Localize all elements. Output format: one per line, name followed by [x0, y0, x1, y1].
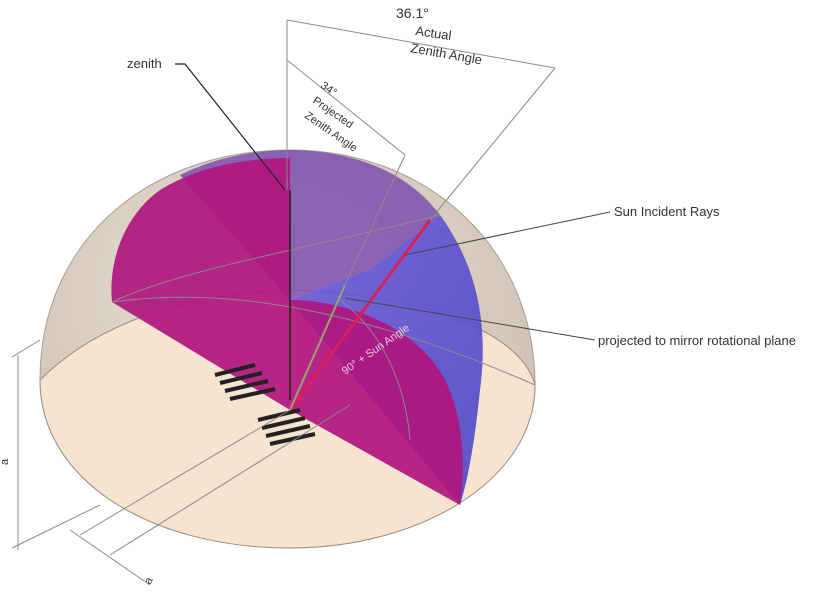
dim-vertical-tick-top [11, 339, 41, 358]
actual-angle-line1: Actual [415, 23, 453, 43]
plane-leader [344, 297, 596, 341]
dim-horizontal-a [79, 409, 291, 536]
dim-horizontal-label: a [142, 574, 156, 586]
projected-angle-ray [344, 154, 406, 286]
zenith-leader [175, 63, 286, 191]
dim-vertical-tick-bottom [11, 504, 101, 549]
arc-actual-angle [286, 19, 556, 69]
projected-plane-label: projected to mirror rotational plane [598, 333, 796, 348]
projected-ray-line [289, 284, 346, 411]
dim-horizontal-line [69, 529, 151, 586]
arc-sun-angle [339, 299, 411, 441]
actual-angle-line2: Zenith Angle [409, 40, 483, 67]
magenta-plane [111, 158, 463, 505]
sun-rays-label: Sun Incident Rays [614, 204, 720, 219]
actual-angle-ray [429, 67, 556, 221]
dim-vertical-label: a [0, 458, 11, 465]
projected-angle-value: 34° [318, 80, 339, 99]
mirror-array [214, 363, 316, 446]
dome-meridian [111, 214, 441, 303]
sun-ray-line [288, 219, 432, 411]
dim-horizontal-b [109, 404, 351, 556]
dome-equator-back [111, 296, 536, 386]
zenith-label: zenith [127, 56, 162, 71]
sun-rays-leader [404, 211, 611, 256]
actual-angle-value: 36.1° [396, 5, 429, 21]
arc-projected-angle [286, 59, 406, 156]
